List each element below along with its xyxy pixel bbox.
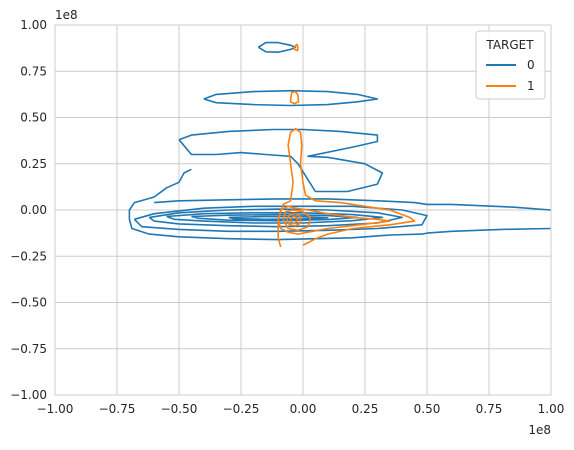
y-tick-label: −1.00 [10, 388, 47, 402]
x-tick-label: 0.00 [290, 402, 317, 416]
legend-label: 0 [527, 58, 535, 72]
y-tick-label: −0.75 [10, 342, 47, 356]
y-tick-label: 0.75 [20, 64, 47, 78]
x-tick-label: 0.25 [352, 402, 379, 416]
contour-line [291, 92, 299, 104]
y-tick-label: −0.50 [10, 296, 47, 310]
contour-line [179, 130, 382, 192]
x-tick-label: −0.50 [161, 402, 198, 416]
y-tick-label: 0.25 [20, 157, 47, 171]
y-tick-labels: −1.00 −0.75 −0.50 −0.25 0.00 0.25 0.50 0.75 1.00 [10, 18, 47, 402]
x-tick-label: −0.25 [223, 402, 260, 416]
x-tick-label: 0.50 [414, 402, 441, 416]
y-offset-label: 1e8 [55, 8, 78, 22]
legend-label: 1 [527, 79, 535, 93]
contour-line [258, 43, 295, 53]
x-tick-label: 1.00 [538, 402, 565, 416]
y-tick-label: 0.50 [20, 111, 47, 125]
y-tick-label: 0.00 [20, 203, 47, 217]
x-tick-label: −0.75 [99, 402, 136, 416]
x-tick-label: −1.00 [37, 402, 74, 416]
x-tick-label: 0.75 [476, 402, 503, 416]
x-tick-labels: −1.00 −0.75 −0.50 −0.25 0.00 0.25 0.50 0.75 1.00 [37, 402, 565, 416]
y-tick-label: 1.00 [20, 18, 47, 32]
legend: TARGET 0 1 [476, 31, 545, 99]
legend-title: TARGET [485, 38, 534, 52]
y-tick-label: −0.25 [10, 249, 47, 263]
x-offset-label: 1e8 [528, 423, 551, 437]
